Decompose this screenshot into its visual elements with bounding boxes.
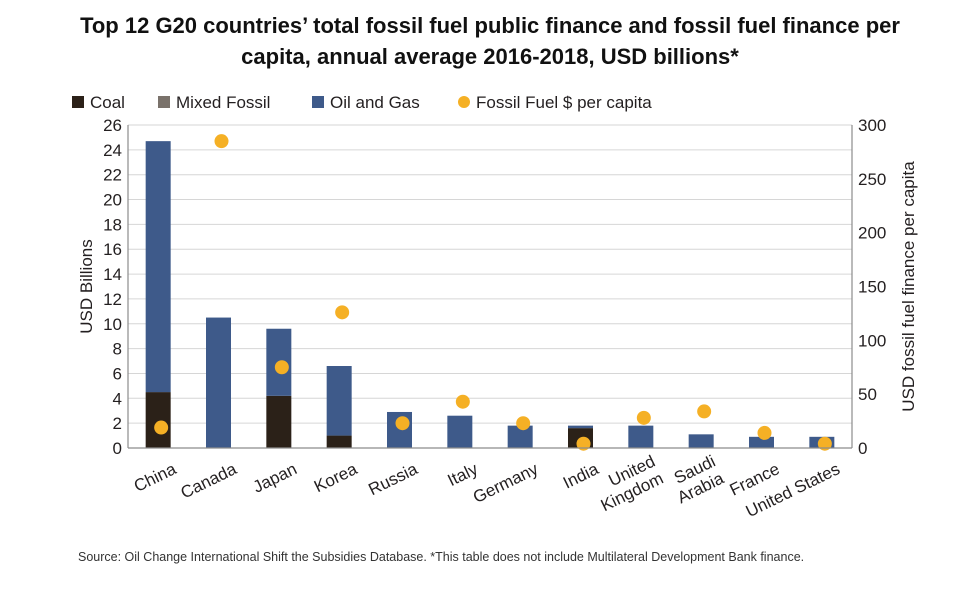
x-category-label: Korea <box>311 459 361 496</box>
x-category-label: India <box>560 459 602 492</box>
bar-oil-and-gas <box>628 425 654 448</box>
y-tick-label: 12 <box>103 290 122 309</box>
x-tick-label: Canada <box>178 459 240 502</box>
y2-tick-label: 0 <box>858 439 867 458</box>
x-tick-label: Russia <box>365 459 421 499</box>
y-tick-label: 26 <box>103 116 122 135</box>
bar-oil-and-gas <box>447 415 473 448</box>
source-note: Source: Oil Change International Shift t… <box>78 550 805 564</box>
bar-oil-and-gas <box>688 434 714 448</box>
per-capita-point <box>274 360 289 375</box>
bar-coal <box>266 395 292 448</box>
legend-label: Mixed Fossil <box>176 93 270 112</box>
legend-swatch <box>158 96 170 108</box>
per-capita-point <box>697 404 712 419</box>
y-tick-label: 16 <box>103 240 122 259</box>
y2-tick-label: 300 <box>858 116 886 135</box>
x-tick-label: India <box>560 459 602 492</box>
y-axis-right-ticks: 0 50 100 150 200 250 300 <box>858 116 886 458</box>
gridlines <box>128 124 852 424</box>
legend-label: Oil and Gas <box>330 93 420 112</box>
bar-coal <box>326 435 352 448</box>
legend-swatch <box>458 96 470 108</box>
y-tick-label: 6 <box>113 364 122 383</box>
per-capita-point <box>455 394 470 409</box>
per-capita-point <box>335 305 350 320</box>
x-category-label: Russia <box>365 459 421 499</box>
chart-title: Top 12 G20 countries’ total fossil fuel … <box>0 10 980 72</box>
x-tick-label: Japan <box>250 459 300 496</box>
y-tick-label: 10 <box>103 315 122 334</box>
x-category-label: Germany <box>470 459 542 507</box>
per-capita-point <box>214 134 229 149</box>
chart-title-line-2: capita, annual average 2016-2018, USD bi… <box>241 44 739 69</box>
y2-axis-title: USD fossil fuel finance per capita <box>899 161 918 412</box>
x-tick-label: China <box>131 459 180 496</box>
per-capita-point <box>576 436 591 451</box>
x-category-label: Italy <box>444 459 481 490</box>
per-capita-dots <box>154 134 832 451</box>
bar-coal <box>145 392 171 448</box>
per-capita-point <box>154 420 169 435</box>
per-capita-point <box>516 416 531 431</box>
y-tick-label: 0 <box>113 439 122 458</box>
legend: Coal Mixed Fossil Oil and Gas Fossil Fuel $… <box>72 93 652 112</box>
chart: 0246810121416182022242605010015020025030… <box>72 93 918 522</box>
x-tick-label: Italy <box>444 459 481 490</box>
per-capita-point <box>817 436 832 451</box>
y-tick-label: 4 <box>113 389 122 408</box>
y2-tick-label: 200 <box>858 224 886 243</box>
x-category-label: Canada <box>178 459 240 502</box>
legend-swatch <box>72 96 84 108</box>
bar-oil-and-gas <box>507 425 533 448</box>
bars <box>145 141 835 448</box>
y2-tick-label: 250 <box>858 170 886 189</box>
per-capita-point <box>636 410 651 425</box>
y-tick-label: 24 <box>103 141 122 160</box>
y-tick-label: 22 <box>103 166 122 185</box>
per-capita-point <box>395 416 410 431</box>
legend-swatch <box>312 96 324 108</box>
y2-tick-label: 100 <box>858 331 886 350</box>
y-tick-label: 2 <box>113 414 122 433</box>
y-tick-label: 8 <box>113 340 122 359</box>
y-tick-label: 20 <box>103 191 122 210</box>
bar-oil-and-gas <box>145 141 171 393</box>
chart-title-line-1: Top 12 G20 countries’ total fossil fuel … <box>80 13 900 38</box>
bar-oil-and-gas <box>749 436 774 448</box>
y2-tick-label: 150 <box>858 278 886 297</box>
y-tick-label: 18 <box>103 215 122 234</box>
y-axis-title: USD Billions <box>77 239 96 333</box>
bar-oil-and-gas <box>206 317 231 448</box>
bar-oil-and-gas <box>568 425 593 429</box>
legend-label: Fossil Fuel $ per capita <box>476 93 652 112</box>
x-category-label: China <box>131 459 180 496</box>
legend-label: Coal <box>90 93 125 112</box>
per-capita-point <box>757 425 772 440</box>
x-category-label: Japan <box>250 459 300 496</box>
x-tick-label: Korea <box>311 459 361 496</box>
bar-oil-and-gas <box>326 366 352 436</box>
x-tick-label: Germany <box>470 459 542 507</box>
y-tick-label: 14 <box>103 265 122 284</box>
y2-tick-label: 50 <box>858 385 877 404</box>
